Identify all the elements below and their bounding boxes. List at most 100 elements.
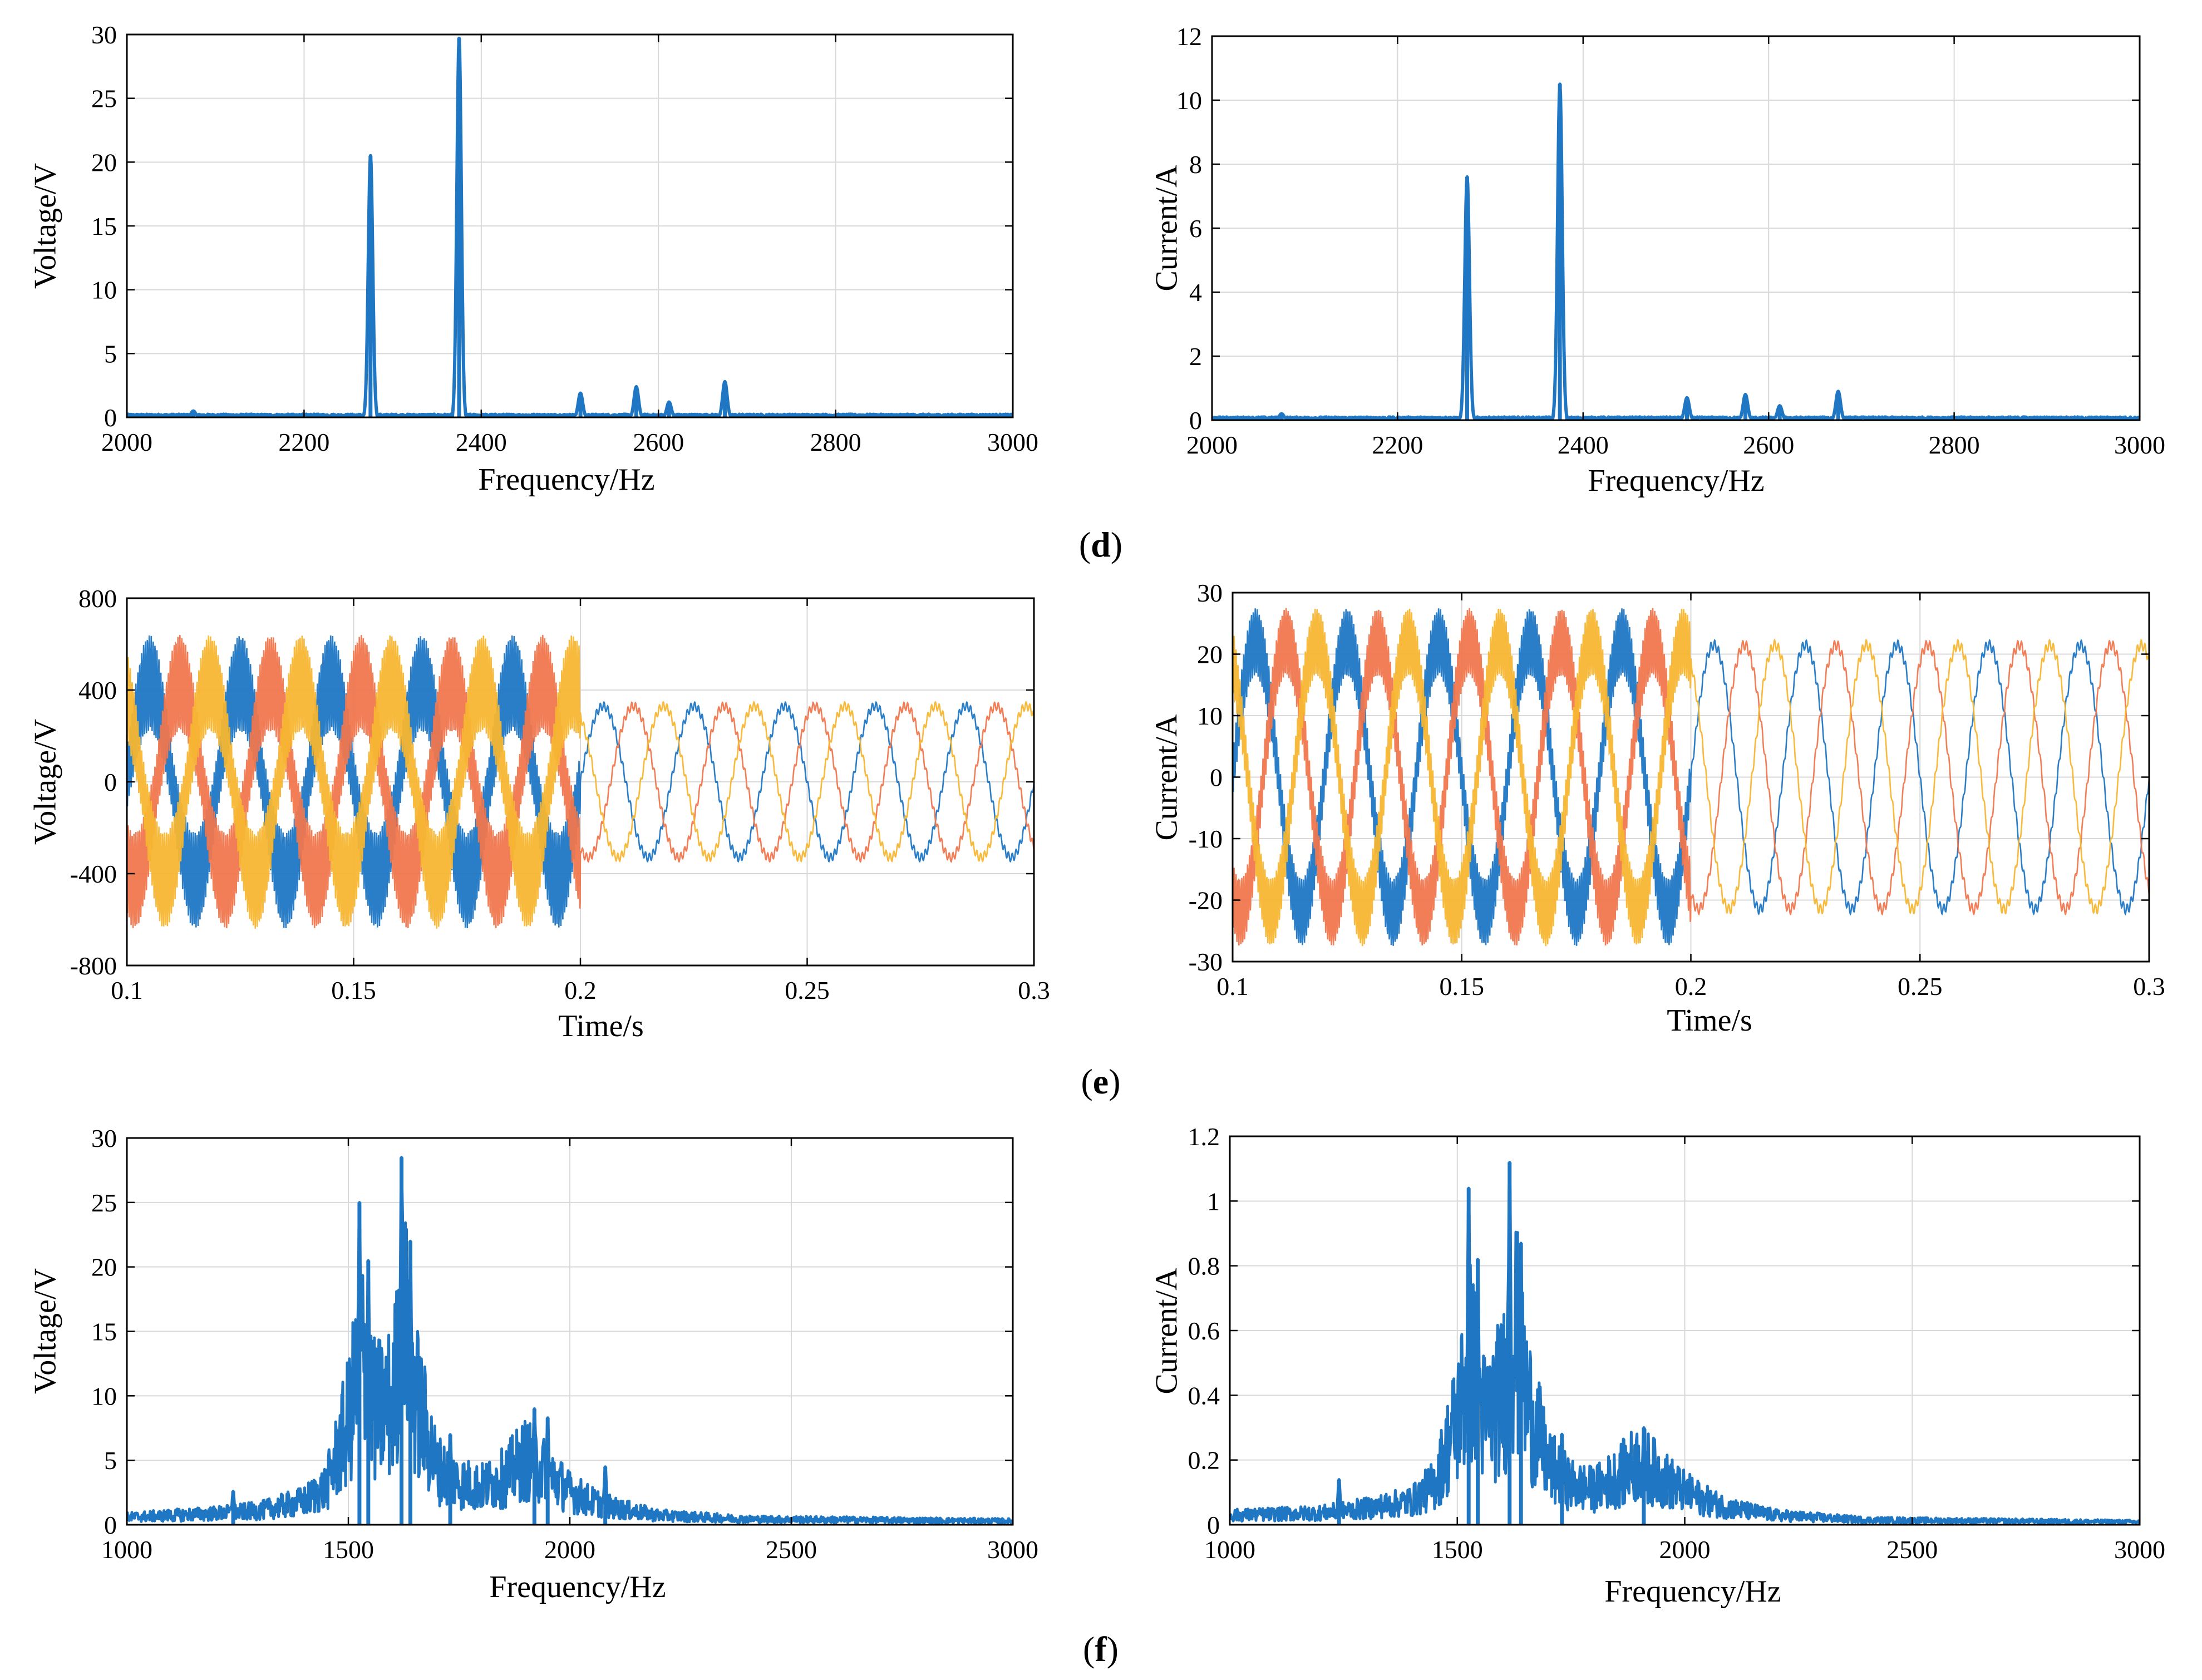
x-tick-label: 2200 bbox=[278, 428, 329, 456]
series-spectrum bbox=[1230, 1161, 2140, 1525]
chart-d-current-spectrum: 2000 2200 2400 2600 2800 3000 0 2 4 6 8 10 12 Frequen… bbox=[1150, 22, 2165, 498]
x-tick-label: 0.25 bbox=[1898, 972, 1943, 1001]
y-axis-label: Voltage/V bbox=[28, 163, 63, 289]
x-tick-label: 2800 bbox=[810, 428, 861, 456]
chart-f-current-spectrum: 1000 1500 2000 2500 3000 0 0.2 0.4 0.6 0.8 1 1.2 Fre… bbox=[1150, 1122, 2165, 1609]
series-spectrum bbox=[1212, 82, 2140, 420]
x-tick-label: 2000 bbox=[1659, 1535, 1711, 1564]
plot-area bbox=[1233, 608, 2149, 947]
y-tick-label: 0.4 bbox=[1188, 1381, 1220, 1410]
series-spectrum bbox=[127, 36, 1013, 417]
y-tick-label: 1 bbox=[1207, 1187, 1220, 1215]
x-tick-label: 2000 bbox=[101, 428, 152, 456]
y-tick-label: 0 bbox=[104, 768, 117, 796]
y-tick-label: 0 bbox=[1207, 1511, 1220, 1539]
y-tick-label: 0.6 bbox=[1188, 1317, 1220, 1345]
x-tick-label: 1000 bbox=[1204, 1535, 1255, 1564]
y-tick-label: 0 bbox=[104, 1511, 117, 1539]
y-axis-label: Voltage/V bbox=[28, 1268, 63, 1394]
y-tick-label: 400 bbox=[78, 676, 117, 704]
y-tick-label: 15 bbox=[91, 212, 117, 240]
y-tick-label: 0 bbox=[1189, 406, 1202, 435]
x-tick-label: 0.25 bbox=[785, 976, 830, 1004]
y-tick-label: 10 bbox=[91, 1382, 117, 1410]
y-tick-label: 1.2 bbox=[1188, 1122, 1220, 1151]
y-tick-label: 6 bbox=[1189, 214, 1202, 243]
y-tick-label: 4 bbox=[1189, 278, 1202, 307]
x-tick-label: 2600 bbox=[633, 428, 684, 456]
x-tick-label: 2800 bbox=[1929, 431, 1980, 459]
y-tick-label: 10 bbox=[91, 276, 117, 304]
chart-d-voltage-spectrum: 2000 2200 2400 2600 2800 3000 0 5 10 15 20 25 30 Freq… bbox=[28, 21, 1038, 497]
series-phase-a bbox=[127, 635, 1034, 929]
x-tick-label: 0.1 bbox=[111, 976, 143, 1004]
y-tick-label: -800 bbox=[70, 952, 117, 980]
x-tick-label: 3000 bbox=[2114, 431, 2165, 459]
y-tick-label: 10 bbox=[1197, 702, 1223, 730]
x-tick-label: 2000 bbox=[544, 1535, 595, 1564]
y-axis-label: Current/A bbox=[1150, 165, 1184, 292]
x-tick-label: 0.3 bbox=[1018, 976, 1050, 1004]
y-tick-label: 15 bbox=[91, 1318, 117, 1346]
y-tick-label: 2 bbox=[1189, 342, 1202, 371]
x-tick-label: 0.2 bbox=[1675, 972, 1707, 1001]
caption-d: (d) bbox=[1079, 525, 1122, 564]
chart-e-voltage-waveform: 0.1 0.15 0.2 0.25 0.3 -800 -400 0 400 800 Time/s Vo… bbox=[28, 584, 1050, 1043]
caption-f: (f) bbox=[1083, 1629, 1119, 1669]
x-tick-label: 2400 bbox=[1558, 431, 1609, 459]
y-tick-label: -30 bbox=[1189, 948, 1223, 976]
plot-area bbox=[1230, 1161, 2140, 1525]
chart-e-current-waveform: 0.1 0.15 0.2 0.25 0.3 -30 -20 -10 0 10 20 30 Time/s C… bbox=[1150, 579, 2165, 1038]
x-tick-label: 1500 bbox=[323, 1535, 374, 1564]
y-axis-label: Current/A bbox=[1150, 714, 1184, 841]
x-tick-label: 0.3 bbox=[2133, 972, 2165, 1001]
y-tick-label: 0.8 bbox=[1188, 1252, 1220, 1280]
y-tick-label: -20 bbox=[1189, 886, 1223, 915]
caption-f-letter: f bbox=[1095, 1629, 1107, 1669]
y-tick-label: 0 bbox=[1210, 763, 1223, 792]
y-tick-label: 20 bbox=[1197, 641, 1223, 669]
plot-area bbox=[1212, 82, 2140, 420]
y-tick-label: 20 bbox=[91, 148, 117, 176]
plot-area bbox=[127, 635, 1034, 929]
y-tick-label: 30 bbox=[91, 1124, 117, 1152]
x-axis-label: Time/s bbox=[558, 1009, 644, 1043]
y-tick-label: 12 bbox=[1176, 22, 1202, 51]
x-tick-label: 2400 bbox=[456, 428, 507, 456]
y-tick-label: 30 bbox=[91, 21, 117, 49]
x-tick-label: 0.15 bbox=[331, 976, 376, 1004]
x-axis-label: Time/s bbox=[1667, 1003, 1752, 1038]
series-phase-c bbox=[127, 635, 1034, 929]
y-tick-label: 0 bbox=[104, 403, 117, 432]
x-tick-label: 2000 bbox=[1186, 431, 1238, 459]
y-tick-label: 8 bbox=[1189, 150, 1202, 179]
y-tick-label: 5 bbox=[104, 1446, 117, 1475]
x-tick-label: 0.2 bbox=[564, 976, 597, 1004]
y-tick-label: 30 bbox=[1197, 579, 1223, 607]
x-tick-label: 1000 bbox=[101, 1535, 152, 1564]
caption-e: (e) bbox=[1081, 1062, 1120, 1101]
x-axis-label: Frequency/Hz bbox=[489, 1570, 666, 1604]
x-tick-label: 2600 bbox=[1743, 431, 1794, 459]
x-tick-label: 3000 bbox=[987, 1535, 1038, 1564]
y-axis-label: Voltage/V bbox=[28, 719, 63, 845]
x-tick-label: 1500 bbox=[1432, 1535, 1483, 1564]
y-tick-label: -10 bbox=[1189, 825, 1223, 853]
series-phase-b bbox=[1233, 608, 2149, 946]
x-axis-label: Frequency/Hz bbox=[1604, 1574, 1781, 1609]
series-phase-a bbox=[1233, 608, 2149, 946]
series-phase-c bbox=[1233, 608, 2149, 947]
x-axis-label: Frequency/Hz bbox=[1588, 464, 1764, 498]
chart-f-voltage-spectrum: 1000 1500 2000 2500 3000 0 5 10 15 20 25 30 Frequenc… bbox=[28, 1124, 1038, 1604]
plot-area bbox=[127, 36, 1013, 417]
x-tick-label: 3000 bbox=[987, 428, 1038, 456]
caption-e-letter: e bbox=[1093, 1062, 1109, 1101]
series-phase-b bbox=[127, 635, 1034, 928]
y-tick-label: 20 bbox=[91, 1253, 117, 1282]
x-tick-label: 2200 bbox=[1372, 431, 1423, 459]
x-axis-label: Frequency/Hz bbox=[478, 462, 654, 497]
x-tick-label: 2500 bbox=[766, 1535, 817, 1564]
y-tick-label: 5 bbox=[104, 339, 117, 368]
plot-area bbox=[127, 1156, 1013, 1525]
